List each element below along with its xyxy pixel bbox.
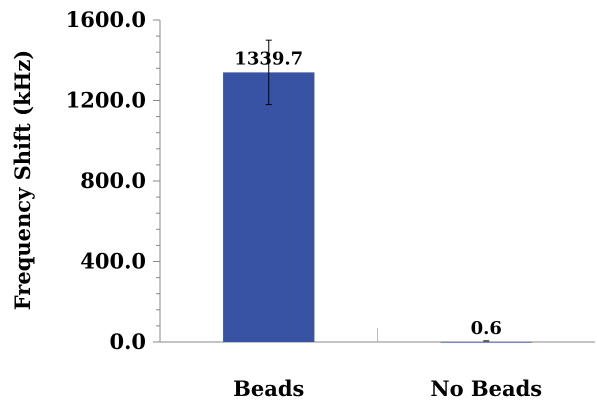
bar-no-beads <box>440 341 532 343</box>
bars <box>223 39 532 343</box>
y-tick-label: 400.0 <box>80 249 146 274</box>
y-tick-label: 1600.0 <box>66 7 146 32</box>
x-category-label: No Beads <box>430 376 542 401</box>
y-axis-title: Frequency Shift (kHz) <box>10 50 35 311</box>
labels: 0.0 400.0 800.0 1200.0 1600.0 1339.7 Beads 0.6 N… <box>66 7 543 401</box>
y-tick-label: 1200.0 <box>66 88 146 113</box>
data-label: 0.6 <box>471 318 502 339</box>
bar-beads <box>223 72 315 342</box>
data-label: 1339.7 <box>234 48 303 69</box>
axes <box>153 19 595 343</box>
y-tick-label: 800.0 <box>80 168 146 193</box>
y-tick-label: 0.0 <box>109 329 146 354</box>
x-category-label: Beads <box>233 376 304 401</box>
